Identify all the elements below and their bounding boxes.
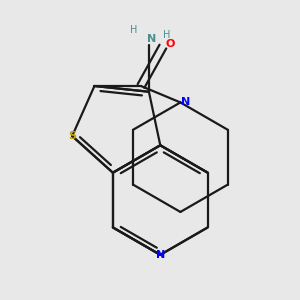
Text: O: O xyxy=(165,39,175,49)
Text: N: N xyxy=(181,98,190,107)
Text: N: N xyxy=(156,250,165,260)
Text: S: S xyxy=(68,131,76,141)
Text: N: N xyxy=(147,34,156,44)
Text: H: H xyxy=(130,25,137,35)
Text: H: H xyxy=(163,30,170,40)
